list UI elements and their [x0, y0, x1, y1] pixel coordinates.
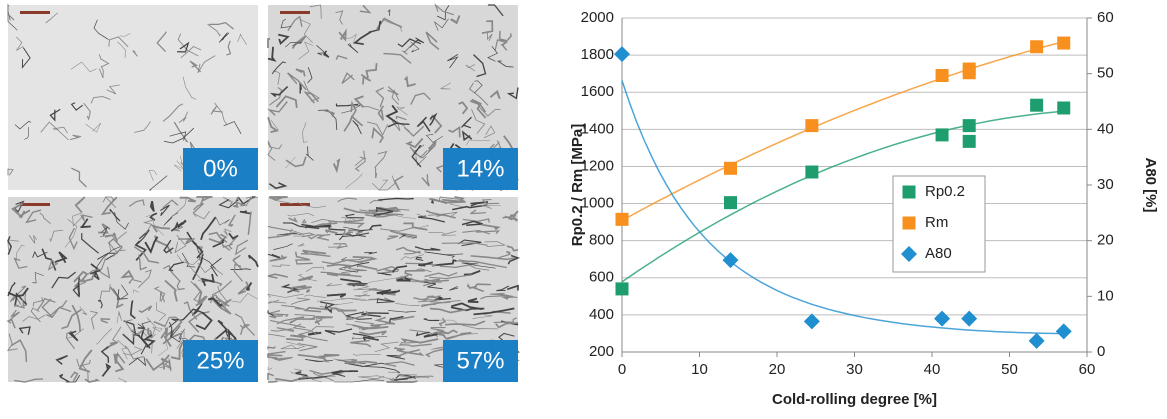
data-point	[963, 63, 976, 76]
legend-marker	[903, 217, 916, 230]
data-point	[805, 119, 818, 132]
scale-bar	[20, 203, 50, 206]
micrographs: 0% 14% 25% 57%	[8, 5, 518, 382]
data-point	[616, 282, 629, 295]
y-axis-title: Rp0.2 / Rm [MPa]	[569, 124, 586, 247]
image-label: 57%	[456, 347, 504, 374]
data-point	[1030, 40, 1043, 53]
data-point	[936, 69, 949, 82]
legend-label: A80	[925, 245, 952, 262]
y-tick-label: 200	[589, 343, 614, 360]
trend-line	[622, 42, 1064, 221]
data-point	[934, 311, 950, 327]
data-point	[963, 135, 976, 148]
data-point	[1030, 99, 1043, 112]
grain-boundary	[387, 381, 418, 382]
chart: 2004006008001000120014001600180020000102…	[569, 9, 1159, 408]
data-point	[804, 313, 820, 329]
legend-marker	[903, 186, 916, 199]
y-tick-label: 1600	[581, 83, 614, 100]
image-label: 14%	[456, 155, 504, 182]
x-tick-label: 50	[1001, 361, 1018, 378]
x-tick-label: 10	[691, 361, 708, 378]
data-point	[724, 196, 737, 209]
image-label: 0%	[203, 155, 238, 182]
x-tick-label: 60	[1079, 361, 1096, 378]
y2-tick-label: 0	[1097, 343, 1105, 360]
legend-label: Rm	[925, 214, 948, 231]
micrograph: 57%	[268, 197, 518, 382]
trend-line	[622, 111, 1064, 282]
y2-tick-label: 10	[1097, 287, 1114, 304]
image-label: 25%	[196, 347, 244, 374]
x-tick-label: 0	[618, 361, 626, 378]
data-point	[724, 162, 737, 175]
grain-boundary	[268, 381, 278, 382]
trend-line	[622, 81, 1064, 334]
y-tick-label: 2000	[581, 9, 614, 26]
micrograph: 14%	[268, 5, 518, 190]
scale-bar	[20, 11, 50, 14]
legend-label: Rp0.2	[925, 183, 965, 200]
x-tick-label: 30	[846, 361, 863, 378]
data-point	[961, 311, 977, 327]
y-tick-label: 800	[589, 232, 614, 249]
data-point	[1057, 101, 1070, 114]
data-point	[1029, 333, 1045, 349]
y2-tick-label: 20	[1097, 232, 1114, 249]
y2-tick-label: 50	[1097, 65, 1114, 82]
y-tick-label: 1800	[581, 46, 614, 63]
x-tick-label: 40	[924, 361, 941, 378]
micrograph: 0%	[8, 5, 258, 190]
data-point	[936, 128, 949, 141]
grain-boundary	[307, 290, 309, 293]
y-tick-label: 600	[589, 269, 614, 286]
x-tick-label: 20	[769, 361, 786, 378]
data-point	[1057, 37, 1070, 50]
y2-tick-label: 40	[1097, 120, 1114, 137]
data-point	[1056, 323, 1072, 339]
y2-axis-title: A80 [%]	[1142, 157, 1159, 212]
y2-tick-label: 30	[1097, 176, 1114, 193]
y2-tick-label: 60	[1097, 9, 1114, 26]
data-point	[616, 213, 629, 226]
scale-bar	[280, 11, 310, 14]
x-axis-title: Cold-rolling degree [%]	[772, 391, 937, 408]
micrograph: 25%	[8, 197, 258, 382]
data-point	[805, 166, 818, 179]
data-point	[614, 46, 630, 62]
data-point	[963, 119, 976, 132]
y-tick-label: 400	[589, 306, 614, 323]
page: 0%14%25%57% 2004006008001000120014001600…	[0, 0, 1167, 414]
